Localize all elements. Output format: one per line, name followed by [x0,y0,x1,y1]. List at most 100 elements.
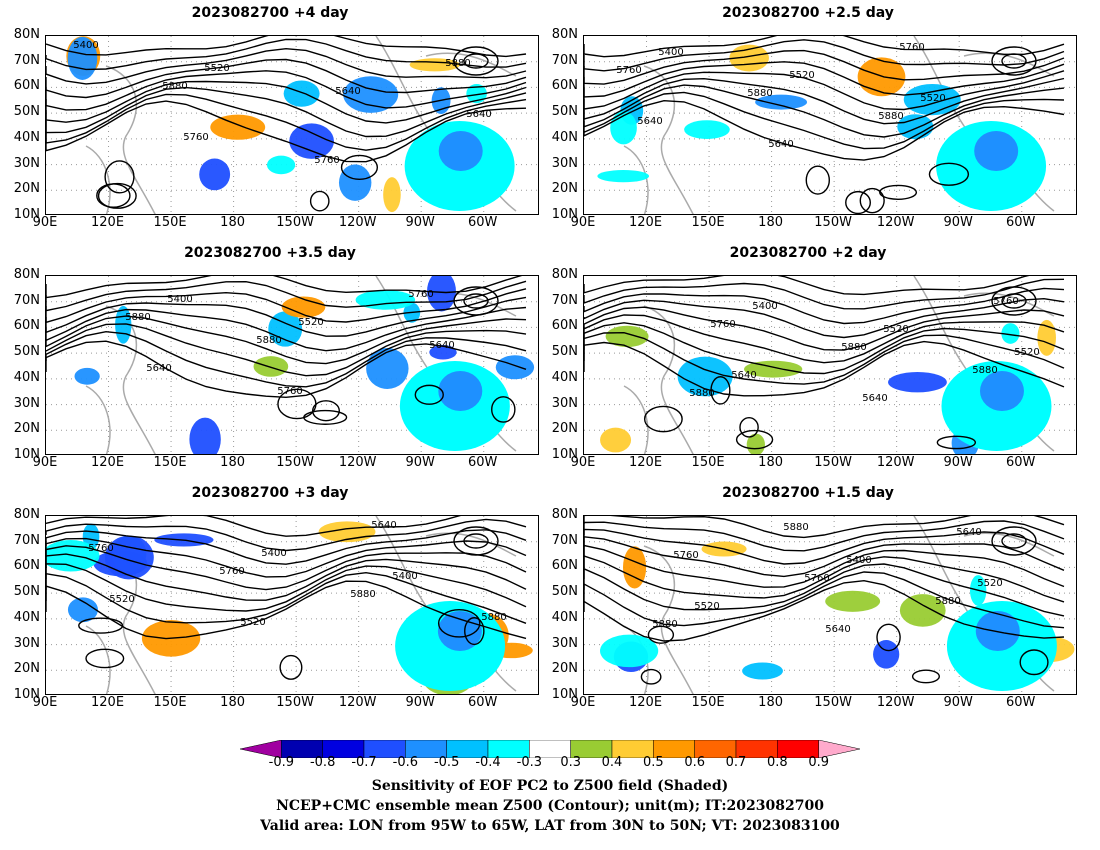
contour-label: 5760 [993,296,1018,307]
z500-contour [414,384,444,405]
lon-label: 180 [758,215,783,230]
z500-contour [584,579,1065,642]
panel-title: 2023082700 +3.5 day [184,245,356,261]
z500-contour [647,625,675,644]
lon-label: 150W [814,695,852,710]
lat-label: 30N [13,155,40,171]
lon-label: 120W [876,695,915,710]
contour-label: 5400 [846,555,871,566]
contour-label: 5400 [167,294,192,305]
z500-contour [845,190,871,214]
contour-label: 5760 [314,155,339,166]
contour-label: 5880 [652,619,677,630]
sensitivity-shading [600,427,632,453]
lon-label: 180 [758,455,783,470]
z500-contour [85,648,125,669]
z500-contour [1001,293,1027,309]
caption-line-2: NCEP+CMC ensemble mean Z500 (Contour); u… [276,798,824,814]
z500-contour [46,518,527,552]
colorbar-tick-label: -0.9 [268,755,295,770]
lat-label: 50N [551,104,578,120]
colorbar-tick-label: -0.7 [351,755,377,770]
lat-label: 30N [13,635,40,651]
z500-contour [584,91,1065,150]
map-area: 5400 5400 5520 5520 5640 5760 5760 5880 5880 [45,515,539,695]
contour-label: 5520 [920,93,945,104]
sensitivity-shading [355,290,416,310]
lat-label: 80N [551,27,578,42]
lat-label: 80N [13,27,40,42]
z500-contour [46,516,462,537]
contour-label: 5400 [392,571,417,582]
z500-contour [584,563,1065,617]
lat-label: 80N [13,507,40,522]
lat-label: 10N [13,687,40,702]
sensitivity-shading [343,76,399,113]
sensitivity-shading [429,345,457,360]
z500-contour [46,36,527,58]
sensitivity-shading [1037,319,1056,356]
sensitivity-shading [338,164,372,201]
contour-label: 5520 [977,578,1002,589]
z500-contour [46,58,527,99]
sensitivity-shading [67,597,98,623]
lon-label: 150E [691,215,725,230]
z500-contour [46,529,527,565]
colorbar-tick-label: 0.8 [766,755,788,770]
sensitivity-shading [266,155,296,175]
contour-label: 5640 [731,370,756,381]
sensitivity-shading [755,94,808,110]
sensitivity-shading [253,356,289,377]
z500-contour [584,306,1065,351]
z500-contour [876,623,901,652]
z500-contour [46,323,527,377]
sensitivity-shading [899,594,946,627]
lat-label: 30N [551,635,578,651]
lon-label: 120W [338,215,377,230]
z500-contour [303,409,348,425]
z500-contour [46,280,527,312]
lon-label: 120E [91,455,125,470]
z500-contour [584,528,1065,565]
panel-title: 2023082700 +1.5 day [722,485,894,501]
sensitivity-shading [975,611,1020,651]
coastline [105,65,156,214]
sensitivity-shading [289,123,334,159]
contour-label: 5760 [277,386,302,397]
map-area: 5400 5520 5520 5640 5640 5760 5760 5880 5880 5880 [583,515,1077,695]
lat-label: 40N [551,609,578,625]
z500-contour [584,84,1065,138]
lat-label: 10N [551,687,578,702]
map-panel-left-top: 2023082700 +4 day 5400 5520 5640 5640 5760 57… [0,5,540,245]
sensitivity-shading [189,417,221,454]
map-area: 5400 5520 5520 5640 5640 5760 5760 5880 5880 [583,35,1077,215]
contour-label: 5520 [694,601,719,612]
lon-label: 180 [220,695,245,710]
contour-label: 5760 [673,550,698,561]
contour-label: 5760 [899,42,924,53]
lat-label: 70N [13,52,40,68]
colorbar-tick-label: 0.5 [642,755,664,770]
sensitivity-shading [825,590,881,612]
lon-label: 120E [629,455,663,470]
z500-contour [340,154,379,181]
lat-label: 70N [13,292,40,308]
z500-contour [463,293,489,309]
contour-label: 5640 [768,139,793,150]
z500-contour [46,306,527,352]
sensitivity-shading [622,546,647,589]
lon-label: 150W [814,455,852,470]
sensitivity-shading [210,114,266,140]
z500-contour [584,544,1065,588]
lat-label: 60N [13,318,40,334]
lat-label: 30N [551,155,578,171]
z500-contour [46,330,527,388]
colorbar [240,740,860,758]
contour-label: 5640 [429,340,454,351]
lon-label: 90W [405,215,435,230]
lon-label: 90W [943,455,973,470]
z500-contour [453,46,499,76]
sensitivity-shading [888,372,947,393]
z500-contour [491,396,516,423]
lon-label: 120W [876,215,915,230]
